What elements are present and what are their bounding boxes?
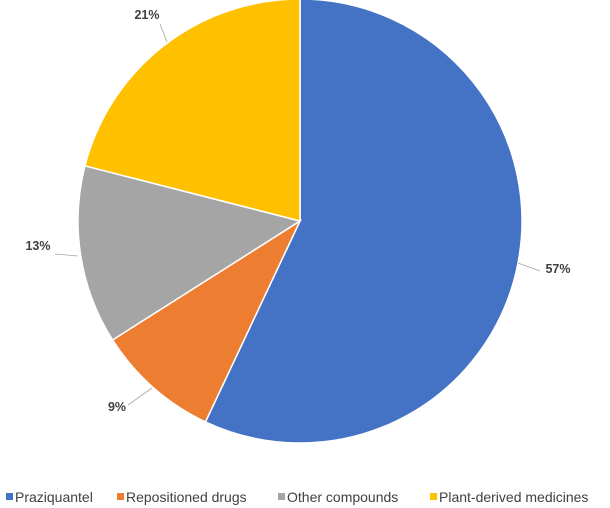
pie-slice-plant-derived-medicines [84, 0, 301, 222]
data-label: 57% [545, 262, 570, 276]
legend-label: Other compounds [287, 489, 398, 505]
pie-slice-repositioned-drugs [111, 218, 302, 423]
legend-label: Praziquantel [15, 489, 93, 505]
legend-swatch [117, 493, 124, 500]
data-label: 13% [25, 239, 50, 253]
legend-swatch [278, 493, 285, 500]
legend: Praziquantel Repositioned drugs Other comp… [6, 489, 588, 505]
leader-line [54, 253, 79, 257]
legend-swatch [6, 493, 13, 500]
data-labels: 57% 9% 13% 21% [25, 8, 570, 414]
pie-slices [77, 0, 523, 444]
pie-slice-praziquantel [204, 0, 523, 444]
data-label: 21% [134, 8, 159, 22]
data-label: 9% [108, 400, 126, 414]
legend-label: Repositioned drugs [126, 489, 247, 505]
leader-line [159, 23, 168, 43]
leader-lines [54, 23, 541, 406]
pie-slice-other-compounds [77, 164, 302, 341]
legend-swatch [430, 493, 437, 500]
legend-label: Plant-derived medicines [439, 489, 588, 505]
leader-line [517, 262, 541, 272]
leader-line [127, 387, 153, 406]
